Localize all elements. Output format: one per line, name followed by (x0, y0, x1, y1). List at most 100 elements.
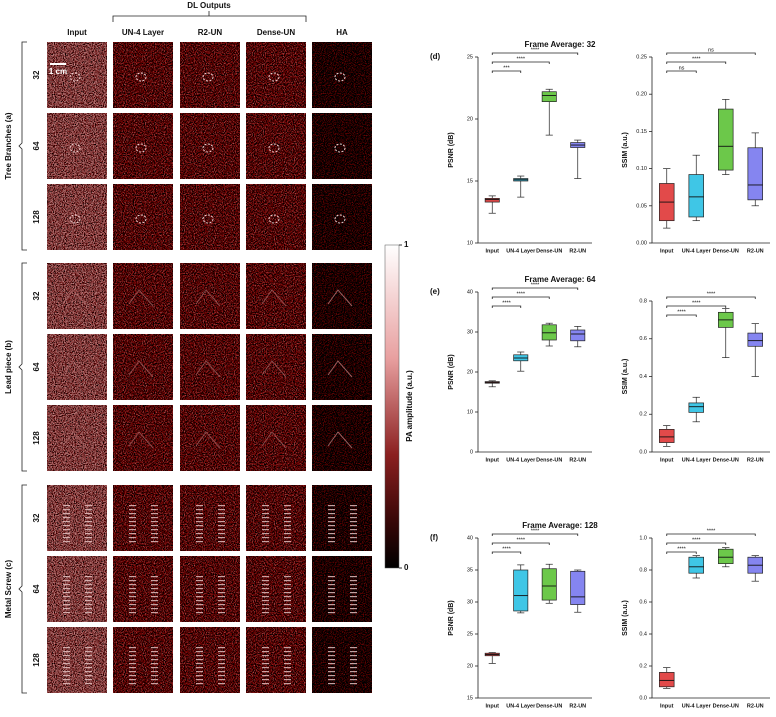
object (63, 584, 70, 586)
x-tick-label: Input (486, 248, 500, 254)
object (262, 537, 269, 539)
object (328, 604, 335, 606)
significance-label: ns (679, 65, 685, 71)
object (350, 584, 357, 586)
object (196, 517, 203, 519)
object (151, 655, 158, 657)
object (151, 588, 158, 590)
image-cell (113, 556, 173, 622)
object (350, 600, 357, 602)
box (541, 568, 557, 601)
object (151, 576, 158, 578)
box (688, 556, 704, 574)
object (328, 513, 335, 515)
object (196, 588, 203, 590)
object (129, 509, 136, 511)
x-tick-label: R2-UN (747, 248, 764, 254)
object (328, 592, 335, 594)
object (63, 683, 70, 685)
y-tick-label: 20 (467, 369, 473, 375)
significance-bracket (491, 305, 522, 308)
object (350, 580, 357, 582)
x-tick-label: Dense-UN (713, 457, 739, 463)
object (218, 580, 225, 582)
image-cell (180, 485, 240, 551)
object (63, 533, 70, 535)
object (85, 533, 92, 535)
y-tick-label: 0.25 (636, 54, 647, 60)
object (129, 537, 136, 539)
x-tick-label: Dense-UN (713, 248, 739, 254)
significance-bracket (491, 296, 550, 299)
object (85, 683, 92, 685)
object (262, 651, 269, 653)
object (151, 517, 158, 519)
significance-label: **** (516, 291, 525, 297)
object (218, 612, 225, 614)
object (129, 663, 136, 665)
object (63, 588, 70, 590)
significance-label: **** (677, 309, 686, 315)
x-tick-label: R2-UN (569, 457, 586, 463)
object (151, 521, 158, 523)
column-header: Input (67, 28, 87, 37)
object (195, 289, 221, 307)
box (570, 570, 586, 605)
object (63, 525, 70, 527)
significance-label: **** (531, 528, 540, 534)
object (85, 537, 92, 539)
image-cell (312, 334, 372, 400)
object (218, 655, 225, 657)
significance-bracket (491, 52, 579, 55)
object (218, 529, 225, 531)
object (350, 671, 357, 673)
object (218, 576, 225, 578)
y-tick-label: 20 (467, 663, 473, 669)
significance-label: *** (503, 65, 510, 71)
object (151, 671, 158, 673)
row-label: 64 (32, 584, 41, 593)
y-tick-label: 0.05 (636, 203, 647, 209)
object (85, 679, 92, 681)
object (85, 600, 92, 602)
object (328, 521, 335, 523)
image-cell (47, 113, 107, 179)
object (350, 525, 357, 527)
object (262, 513, 269, 515)
object (151, 604, 158, 606)
object (129, 592, 136, 594)
x-tick-label: UN-4 Layer (506, 457, 536, 463)
object (129, 541, 136, 543)
dl-brace (112, 11, 307, 22)
y-tick-label: 0.0 (639, 449, 647, 455)
image-cell (246, 184, 306, 250)
group-label: Metal Screw (c) (4, 560, 13, 619)
object (284, 612, 291, 614)
object (196, 513, 203, 515)
box (659, 429, 675, 443)
y-axis-label: SSIM (a.u.) (622, 132, 629, 168)
object (129, 667, 136, 669)
object (151, 529, 158, 531)
x-tick-label: UN-4 Layer (682, 703, 712, 709)
object (350, 592, 357, 594)
object (328, 580, 335, 582)
object (62, 360, 88, 378)
object (196, 663, 203, 665)
object (334, 72, 346, 82)
image-cell (47, 42, 107, 108)
object (151, 679, 158, 681)
significance-label: **** (502, 546, 511, 552)
object (218, 541, 225, 543)
object (218, 608, 225, 610)
image-cell (246, 627, 306, 693)
object (262, 588, 269, 590)
object (85, 667, 92, 669)
object (151, 584, 158, 586)
colorbar (384, 244, 400, 569)
object (85, 517, 92, 519)
row-label: 128 (32, 210, 41, 224)
object (350, 647, 357, 649)
object (328, 675, 335, 677)
object (284, 533, 291, 535)
